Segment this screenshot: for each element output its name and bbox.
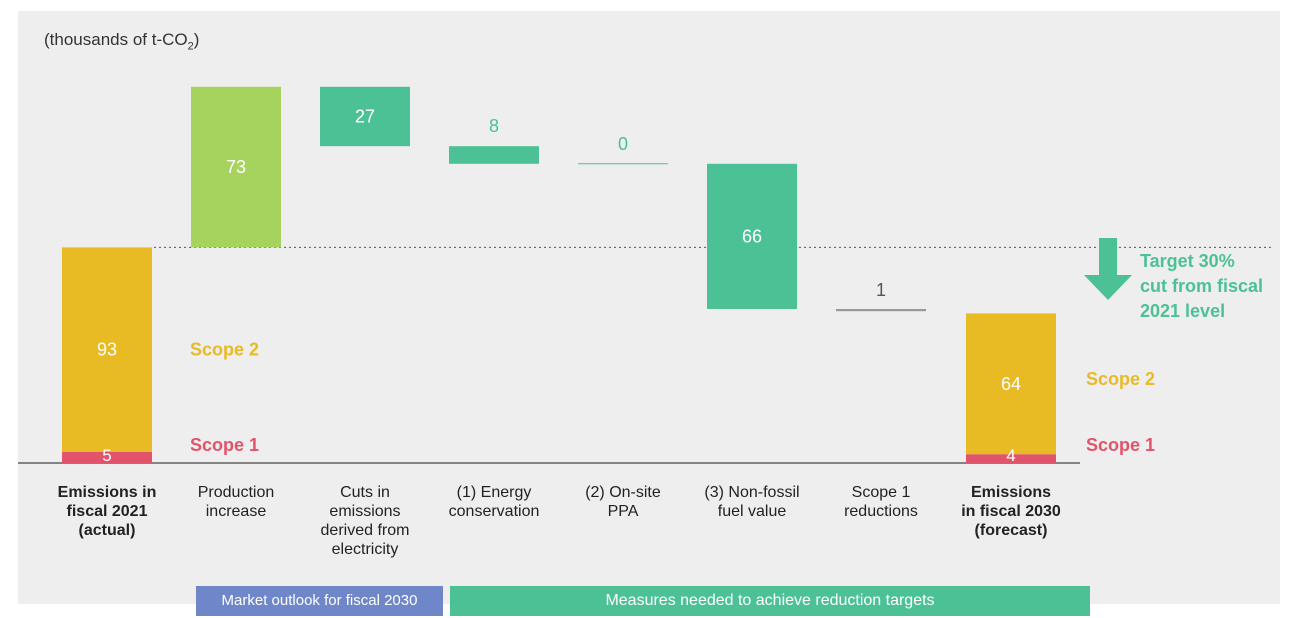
category-tick-label: increase xyxy=(206,503,267,520)
increase-bar xyxy=(191,86,281,248)
market-outlook-band: Market outlook for fiscal 2030 xyxy=(196,586,443,616)
target-annotation-line: 2021 level xyxy=(1140,301,1225,321)
reduction-value-label: 0 xyxy=(618,134,628,154)
measures-band: Measures needed to achieve reduction tar… xyxy=(450,586,1090,616)
increase-value-label: 73 xyxy=(226,157,246,177)
chart-background: 5 93 73 27 8 0 66 1 4 64 Scope 2 Scope 1 Scope 2 Scop… xyxy=(18,11,1280,616)
scope1-bar xyxy=(62,452,152,463)
category-tick-label: fiscal 2021 xyxy=(67,503,148,520)
target-annotation-line: cut from fiscal xyxy=(1140,276,1263,296)
category-tick-label: conservation xyxy=(449,503,540,520)
scope2-legend-fiscal2021: Scope 2 xyxy=(190,340,259,360)
reduction-value-label: 8 xyxy=(489,116,499,136)
category-tick-label: Production xyxy=(198,484,275,501)
category-tick-label: Emissions in xyxy=(58,484,157,501)
reduction-bar xyxy=(707,163,797,309)
scope1-bar xyxy=(966,454,1056,463)
category-tick-label: emissions xyxy=(329,503,400,520)
scope2-bar xyxy=(966,313,1056,455)
reduction-value-label: 66 xyxy=(742,226,762,246)
scope1-reduction-value-label: 1 xyxy=(876,280,886,300)
category-tick-label: (2) On-site xyxy=(585,484,661,501)
category-tick-label: Cuts in xyxy=(340,484,390,501)
reduction-bar xyxy=(449,146,539,164)
category-tick-label: fuel value xyxy=(718,503,787,520)
scope1-value-label: 4 xyxy=(1006,446,1015,465)
scope1-legend-fiscal2021: Scope 1 xyxy=(190,435,259,455)
category-tick-label: electricity xyxy=(332,541,399,558)
category-tick-label: (actual) xyxy=(79,522,136,539)
category-tick-label: (1) Energy xyxy=(457,484,532,501)
target-annotation-line: Target 30% xyxy=(1140,251,1235,271)
scope1-value-label: 5 xyxy=(102,446,111,465)
category-tick-label: Scope 1 xyxy=(852,484,911,501)
unit-label: (thousands of t-CO2) xyxy=(44,30,200,53)
category-tick-label: derived from xyxy=(321,522,410,539)
scope2-bar xyxy=(62,247,152,452)
scope1-legend-fiscal2030: Scope 1 xyxy=(1086,435,1155,455)
category-tick-label: PPA xyxy=(608,503,639,520)
scope2-value-label: 64 xyxy=(1001,374,1021,394)
reduction-bar xyxy=(320,86,410,147)
scope2-legend-fiscal2030: Scope 2 xyxy=(1086,369,1155,389)
scope2-value-label: 93 xyxy=(97,340,117,360)
scope1-reduction-bar xyxy=(836,309,926,312)
category-tick-label: reductions xyxy=(844,503,918,520)
target-down-arrow xyxy=(1084,238,1132,300)
category-tick-label: (forecast) xyxy=(975,522,1048,539)
category-tick-label: Emissions xyxy=(971,484,1051,501)
category-tick-label: (3) Non-fossil xyxy=(704,484,799,501)
waterfall-chart: 5 93 73 27 8 0 66 1 4 64 Scope 2 Scope 1 Scope 2 Scop… xyxy=(18,86,1272,558)
category-tick-label: in fiscal 2030 xyxy=(961,503,1061,520)
reduction-value-label: 27 xyxy=(355,107,375,127)
